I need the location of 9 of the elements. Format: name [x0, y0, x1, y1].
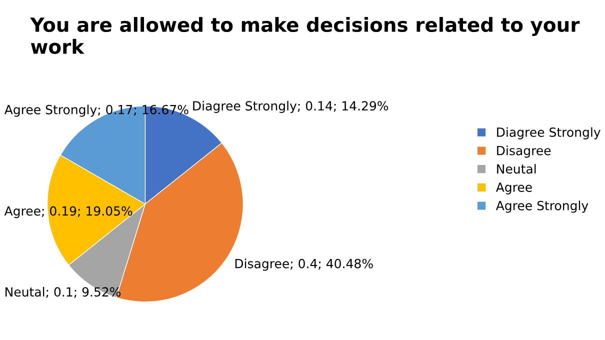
chart-title: You are allowed to make decisions related to your work [30, 17, 580, 54]
data-label: Diagree Strongly; 0.14; 14.29% [193, 100, 388, 114]
legend-label: Agree [496, 182, 532, 194]
data-label: Disagree; 0.4; 40.48% [235, 258, 373, 271]
legend-label: Neutal [497, 164, 536, 174]
data-label: Agree; 0.19; 19.05% [4, 206, 132, 218]
legend-label: Agree Strongly [496, 200, 588, 213]
legend-label: Disagree [497, 146, 551, 158]
legend-label: Diagree Strongly [497, 127, 600, 140]
